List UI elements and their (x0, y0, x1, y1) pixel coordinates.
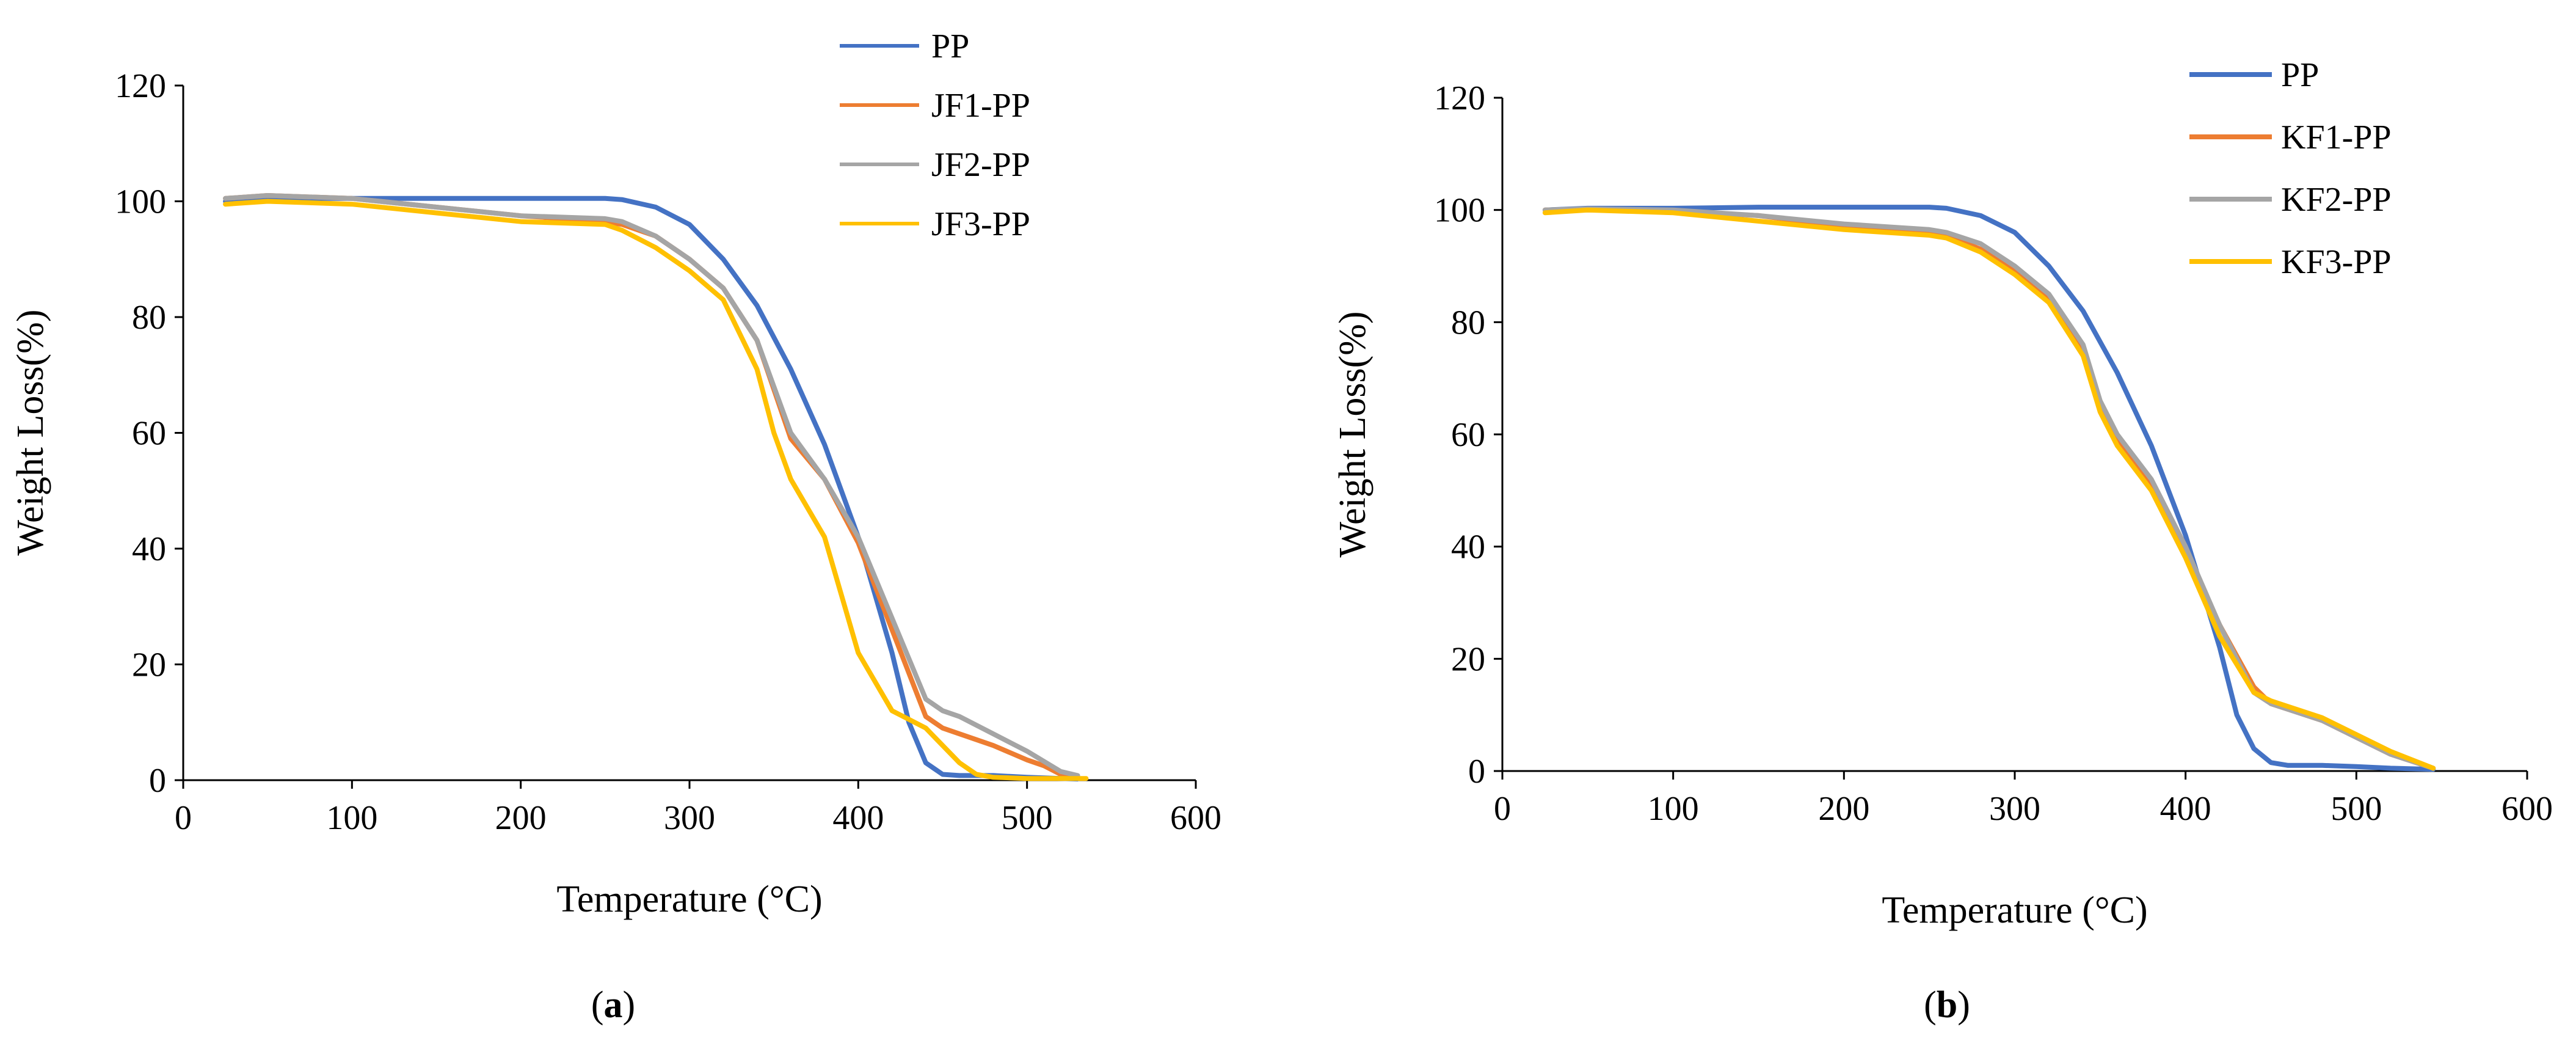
chart-panel-b: 0 20 40 60 80 100 120 0 100 200 300 400 500 600 Temper… (1332, 56, 2553, 1026)
series-line-jf2-pp (223, 193, 1080, 778)
legend-label-kf2-pp: KF2-PP (2281, 181, 2392, 219)
y-axis-title: Weight Loss(%) (10, 309, 51, 555)
legend-label-pp: PP (931, 27, 969, 65)
legend-label-pp: PP (2281, 56, 2319, 94)
legend-label-jf3-pp: JF3-PP (931, 205, 1030, 243)
x-tick-label: 300 (1989, 790, 2040, 828)
y-tick-label: 40 (1451, 528, 1485, 566)
y-tick-label: 120 (1434, 79, 1485, 117)
y-tick-label: 0 (1468, 753, 1485, 791)
legend-label-jf1-pp: JF1-PP (931, 87, 1030, 125)
x-axis-title: Temperature (°C) (556, 879, 822, 920)
x-tick-label: 400 (832, 799, 884, 837)
x-tick-label: 0 (1494, 790, 1511, 828)
x-tick-label: 100 (1648, 790, 1699, 828)
y-tick-label: 20 (1451, 640, 1485, 678)
panel-caption: (b) (1924, 984, 1970, 1026)
y-tick-label: 100 (115, 183, 166, 221)
x-tick-label: 500 (1002, 799, 1053, 837)
x-tick-label: 200 (1818, 790, 1869, 828)
series-line-jf3-pp (223, 199, 1089, 781)
legend: PP JF1-PP JF2-PP JF3-PP (840, 27, 1030, 243)
y-tick-label: 120 (115, 67, 166, 105)
y-tick-label: 80 (132, 299, 166, 337)
series-line-kf3-pp (1542, 207, 2436, 771)
series-line-jf1-pp (223, 193, 1080, 780)
x-tick-label: 500 (2330, 790, 2382, 828)
y-tick-label: 0 (149, 762, 166, 800)
series-line-kf2-pp (1542, 206, 2436, 771)
x-tick-label: 300 (664, 799, 715, 837)
legend-label-kf3-pp: KF3-PP (2281, 243, 2392, 281)
series-line-pp (1542, 205, 2436, 772)
legend-label-jf2-pp: JF2-PP (931, 146, 1030, 184)
chart-panel-a: 0 20 40 60 80 100 120 0 100 200 300 400 500 600 Temper… (10, 27, 1221, 1026)
x-axis-title: Temperature (°C) (1882, 890, 2147, 931)
panel-caption: (a) (591, 984, 635, 1026)
legend: PP KF1-PP KF2-PP KF3-PP (2189, 56, 2392, 281)
x-tick-label: 600 (2501, 790, 2553, 828)
y-tick-label: 20 (132, 646, 166, 684)
y-tick-label: 40 (132, 530, 166, 568)
x-tick-label: 600 (1170, 799, 1221, 837)
x-tick-label: 200 (495, 799, 547, 837)
y-axis-title: Weight Loss(%) (1332, 311, 1374, 557)
y-tick-label: 60 (1451, 416, 1485, 454)
legend-label-kf1-pp: KF1-PP (2281, 119, 2392, 156)
series-line-pp (223, 196, 1080, 782)
series-line-kf1-pp (1542, 207, 2436, 771)
x-tick-label: 0 (175, 799, 192, 837)
x-tick-label: 100 (326, 799, 377, 837)
y-tick-label: 80 (1451, 304, 1485, 342)
y-tick-label: 100 (1434, 192, 1485, 230)
y-tick-label: 60 (132, 415, 166, 453)
x-tick-label: 400 (2160, 790, 2211, 828)
